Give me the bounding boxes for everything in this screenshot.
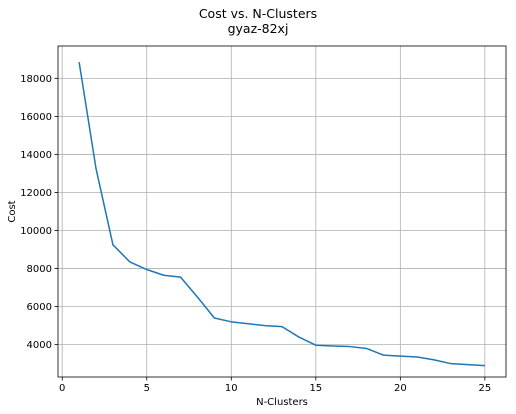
chart-subtitle: gyaz-82xj <box>227 21 289 36</box>
x-tick-label: 15 <box>309 383 322 394</box>
y-tick-label: 12000 <box>20 188 52 199</box>
series-line <box>78 62 485 367</box>
y-tick-label: 6000 <box>27 302 52 313</box>
chart-title: Cost vs. N-Clusters <box>198 6 318 21</box>
y-axis-label: Cost <box>7 200 18 222</box>
x-axis-label: N-Clusters <box>256 397 308 408</box>
grid-lines <box>58 46 506 377</box>
y-tick-label: 10000 <box>20 226 52 237</box>
x-axis-ticks: 0 5 10 15 20 25 <box>59 377 491 394</box>
x-tick-label: 25 <box>479 383 492 394</box>
y-tick-label: 8000 <box>27 264 52 275</box>
y-tick-label: 18000 <box>20 74 52 85</box>
x-tick-label: 10 <box>225 383 238 394</box>
x-tick-label: 20 <box>394 383 407 394</box>
y-tick-label: 14000 <box>20 150 52 161</box>
y-axis-ticks: 4000 6000 8000 10000 12000 14000 16000 18000 <box>20 74 58 351</box>
series-layer <box>78 62 485 367</box>
plot-frame <box>57 45 507 378</box>
y-tick-label: 16000 <box>20 112 52 123</box>
x-tick-label: 5 <box>144 383 150 394</box>
x-tick-label: 0 <box>59 383 65 394</box>
y-tick-label: 4000 <box>27 340 52 351</box>
